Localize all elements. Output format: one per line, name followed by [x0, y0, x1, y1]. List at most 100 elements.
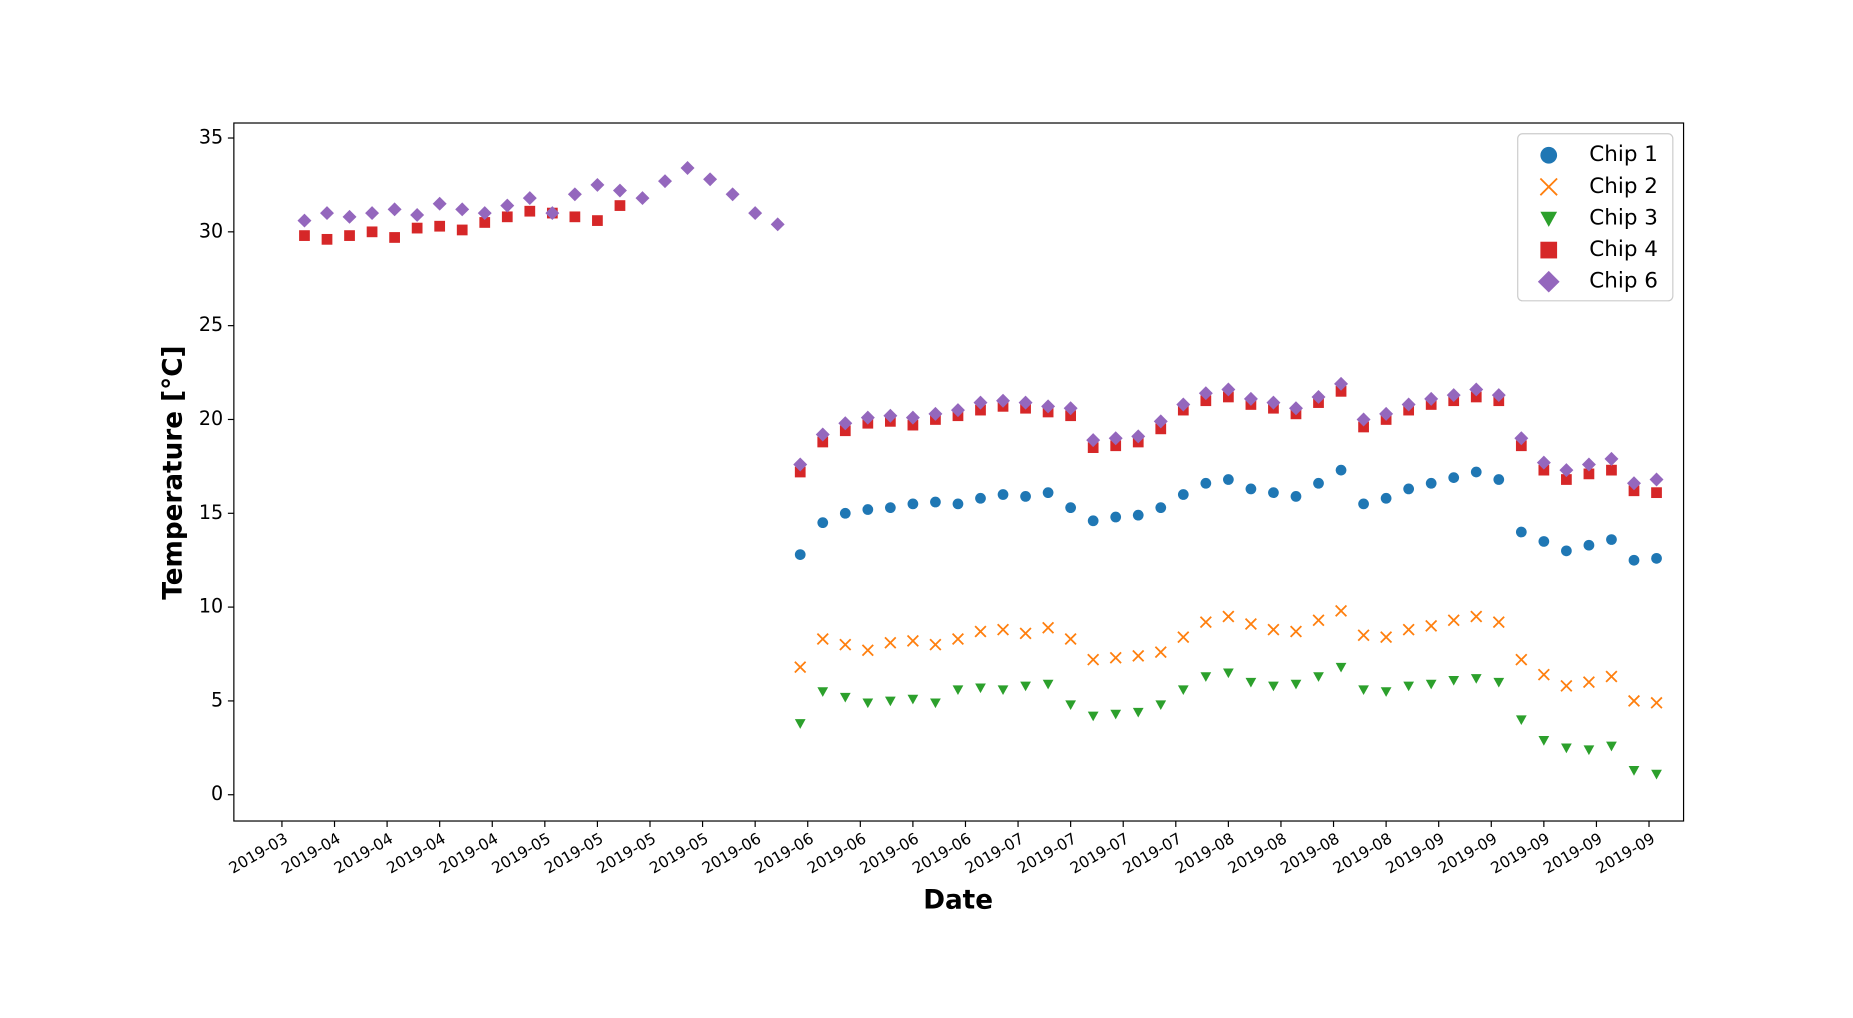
- point: [1380, 492, 1392, 504]
- point: [1447, 614, 1460, 627]
- x-tick-label: 2019-03: [226, 829, 291, 877]
- point: [862, 504, 874, 515]
- point: [1109, 651, 1122, 664]
- point: [839, 425, 851, 437]
- x-tick-label: 2019-09: [1540, 829, 1605, 877]
- point: [1583, 539, 1595, 551]
- point: [951, 633, 964, 646]
- point: [1087, 653, 1100, 666]
- point: [952, 498, 964, 510]
- x-tick-label: 2019-05: [647, 829, 712, 877]
- point: [1245, 677, 1257, 688]
- point: [1223, 668, 1234, 679]
- point: [1155, 502, 1167, 514]
- point: [1515, 653, 1528, 666]
- point: [975, 404, 986, 416]
- point: [1380, 631, 1393, 644]
- point: [1334, 376, 1349, 391]
- point: [1042, 621, 1055, 634]
- x-tick-label: 2019-07: [1120, 829, 1185, 877]
- point: [817, 436, 829, 448]
- point: [1244, 617, 1257, 630]
- point: [592, 215, 603, 226]
- point: [1402, 623, 1415, 636]
- point: [1223, 474, 1234, 485]
- y-tick-label: 30: [199, 219, 223, 242]
- point: [1403, 483, 1415, 495]
- point: [884, 696, 896, 707]
- point: [410, 207, 425, 222]
- x-tick-label: 2019-09: [1383, 829, 1448, 877]
- point: [997, 623, 1010, 636]
- point: [1268, 681, 1279, 692]
- x-tick-label: 2019-04: [278, 829, 343, 877]
- point: [1538, 536, 1550, 547]
- x-tick-label: 2019-04: [384, 829, 449, 877]
- point: [1065, 700, 1077, 711]
- point: [590, 177, 605, 192]
- x-tick-label: 2019-05: [594, 829, 659, 877]
- point: [1199, 616, 1212, 629]
- legend-label: Chip 6: [1589, 269, 1658, 294]
- legend-label: Chip 2: [1589, 174, 1658, 199]
- point: [1110, 709, 1122, 720]
- point: [342, 209, 357, 224]
- point: [1108, 431, 1123, 446]
- point: [1357, 629, 1370, 642]
- point: [862, 698, 874, 709]
- x-tick-label: 2019-08: [1330, 829, 1395, 877]
- point: [1403, 681, 1415, 692]
- point: [1561, 545, 1572, 557]
- point: [1358, 421, 1369, 433]
- point: [1110, 511, 1122, 523]
- point: [500, 198, 515, 213]
- point: [1177, 631, 1190, 644]
- point: [725, 187, 740, 202]
- point: [928, 406, 943, 421]
- point: [930, 496, 941, 508]
- point: [1628, 554, 1640, 566]
- point: [1604, 451, 1619, 466]
- point: [952, 685, 964, 696]
- point: [1200, 672, 1212, 682]
- point: [1335, 662, 1347, 673]
- point: [680, 161, 695, 176]
- point: [1356, 412, 1371, 427]
- point: [612, 183, 627, 198]
- point: [1493, 474, 1505, 485]
- point: [1200, 395, 1212, 407]
- point: [1132, 649, 1145, 662]
- point: [1561, 474, 1572, 485]
- point: [815, 427, 830, 442]
- point: [1448, 472, 1460, 484]
- point: [1491, 388, 1506, 403]
- point: [1605, 670, 1618, 683]
- point: [1358, 685, 1369, 696]
- point: [794, 549, 806, 560]
- point: [635, 191, 650, 206]
- point: [997, 489, 1009, 500]
- point: [884, 502, 896, 514]
- point: [297, 213, 312, 228]
- point: [1470, 391, 1482, 403]
- x-tick-label: 2019-07: [1015, 829, 1080, 877]
- point: [906, 634, 919, 647]
- point: [344, 230, 355, 241]
- point: [1065, 502, 1077, 514]
- point: [1223, 391, 1234, 403]
- point: [411, 222, 423, 234]
- point: [501, 211, 513, 223]
- point: [950, 403, 965, 418]
- point: [907, 419, 919, 431]
- point: [1132, 509, 1144, 521]
- point: [1289, 625, 1302, 638]
- x-tick-label: 2019-08: [1225, 829, 1290, 877]
- legend-marker: [1537, 270, 1560, 293]
- point: [567, 187, 582, 202]
- point: [816, 633, 829, 646]
- point: [1200, 477, 1212, 489]
- y-tick-label: 15: [199, 501, 223, 524]
- point: [973, 395, 988, 410]
- point: [1560, 679, 1573, 692]
- point: [1177, 489, 1189, 500]
